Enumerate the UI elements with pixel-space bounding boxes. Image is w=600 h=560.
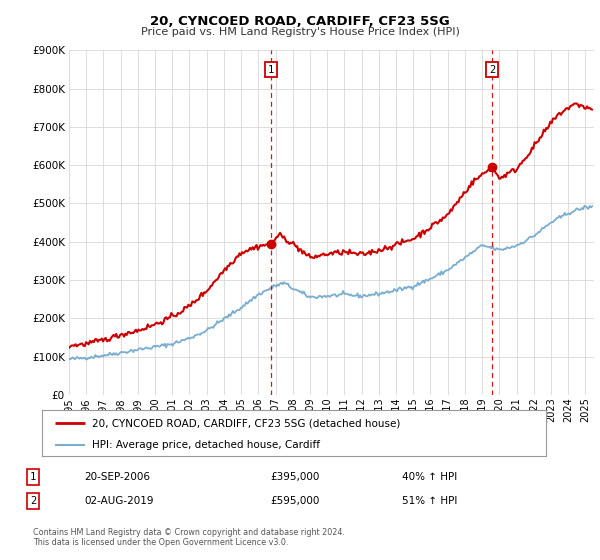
Text: 20-SEP-2006: 20-SEP-2006: [84, 472, 150, 482]
Text: HPI: Average price, detached house, Cardiff: HPI: Average price, detached house, Card…: [92, 440, 320, 450]
Text: 20, CYNCOED ROAD, CARDIFF, CF23 5SG (detached house): 20, CYNCOED ROAD, CARDIFF, CF23 5SG (det…: [92, 418, 401, 428]
Text: This data is licensed under the Open Government Licence v3.0.: This data is licensed under the Open Gov…: [33, 538, 289, 547]
Text: Price paid vs. HM Land Registry's House Price Index (HPI): Price paid vs. HM Land Registry's House …: [140, 27, 460, 37]
Text: £595,000: £595,000: [270, 496, 319, 506]
Text: Contains HM Land Registry data © Crown copyright and database right 2024.: Contains HM Land Registry data © Crown c…: [33, 528, 345, 536]
Text: 40% ↑ HPI: 40% ↑ HPI: [402, 472, 457, 482]
Text: £395,000: £395,000: [270, 472, 319, 482]
Text: 2: 2: [489, 64, 495, 74]
Text: 02-AUG-2019: 02-AUG-2019: [84, 496, 154, 506]
Text: 20, CYNCOED ROAD, CARDIFF, CF23 5SG: 20, CYNCOED ROAD, CARDIFF, CF23 5SG: [150, 15, 450, 27]
Text: 51% ↑ HPI: 51% ↑ HPI: [402, 496, 457, 506]
Text: 1: 1: [30, 472, 36, 482]
Text: 2: 2: [30, 496, 36, 506]
Text: 1: 1: [268, 64, 274, 74]
